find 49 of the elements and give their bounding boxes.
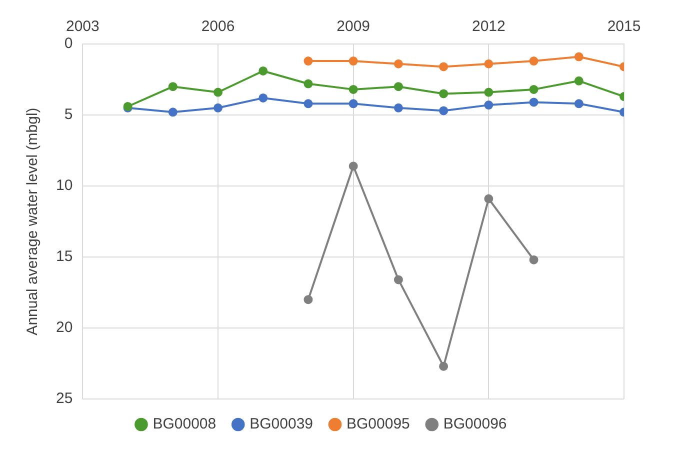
point (484, 59, 494, 68)
y-tick-label: 25 (56, 390, 73, 408)
point (348, 162, 358, 171)
point (394, 59, 403, 68)
point (348, 84, 358, 94)
point (168, 82, 178, 92)
point (258, 66, 268, 76)
y-tick-label: 15 (56, 248, 73, 266)
point (439, 362, 448, 371)
point (529, 255, 538, 264)
point (484, 88, 494, 97)
point (439, 106, 448, 116)
point (214, 88, 223, 97)
point (484, 194, 494, 204)
point (348, 56, 358, 66)
point (394, 82, 403, 92)
legend-label: BG00095 (346, 416, 410, 433)
y-tick-label: 20 (56, 319, 73, 336)
point (304, 99, 313, 108)
point (348, 99, 358, 108)
point (168, 108, 178, 117)
point (439, 89, 448, 98)
point (304, 56, 313, 66)
point (304, 79, 313, 88)
y-tick-label: 0 (64, 35, 73, 52)
legend-label: BG00039 (250, 416, 314, 433)
point (529, 98, 538, 107)
point (574, 99, 584, 108)
point (214, 103, 223, 112)
x-tick-label: 2003 (66, 18, 100, 36)
x-tick-label: 2015 (607, 18, 641, 36)
legend-label: BG00096 (443, 416, 507, 433)
point (574, 52, 584, 62)
y-axis-title: Annual average water level (mbgl) (24, 108, 42, 336)
x-tick-label: 2006 (201, 18, 235, 36)
point (394, 103, 403, 112)
x-tick-label: 2009 (336, 18, 370, 36)
legend-label: BG00008 (152, 416, 216, 433)
point (484, 100, 494, 110)
point (394, 275, 403, 284)
point (258, 93, 268, 102)
point (529, 56, 538, 66)
point (574, 76, 584, 86)
point (529, 84, 538, 94)
point (439, 62, 448, 72)
x-tick-label: 2012 (472, 18, 506, 36)
point (304, 295, 313, 304)
y-tick-label: 5 (64, 106, 73, 124)
y-tick-label: 10 (56, 177, 73, 194)
